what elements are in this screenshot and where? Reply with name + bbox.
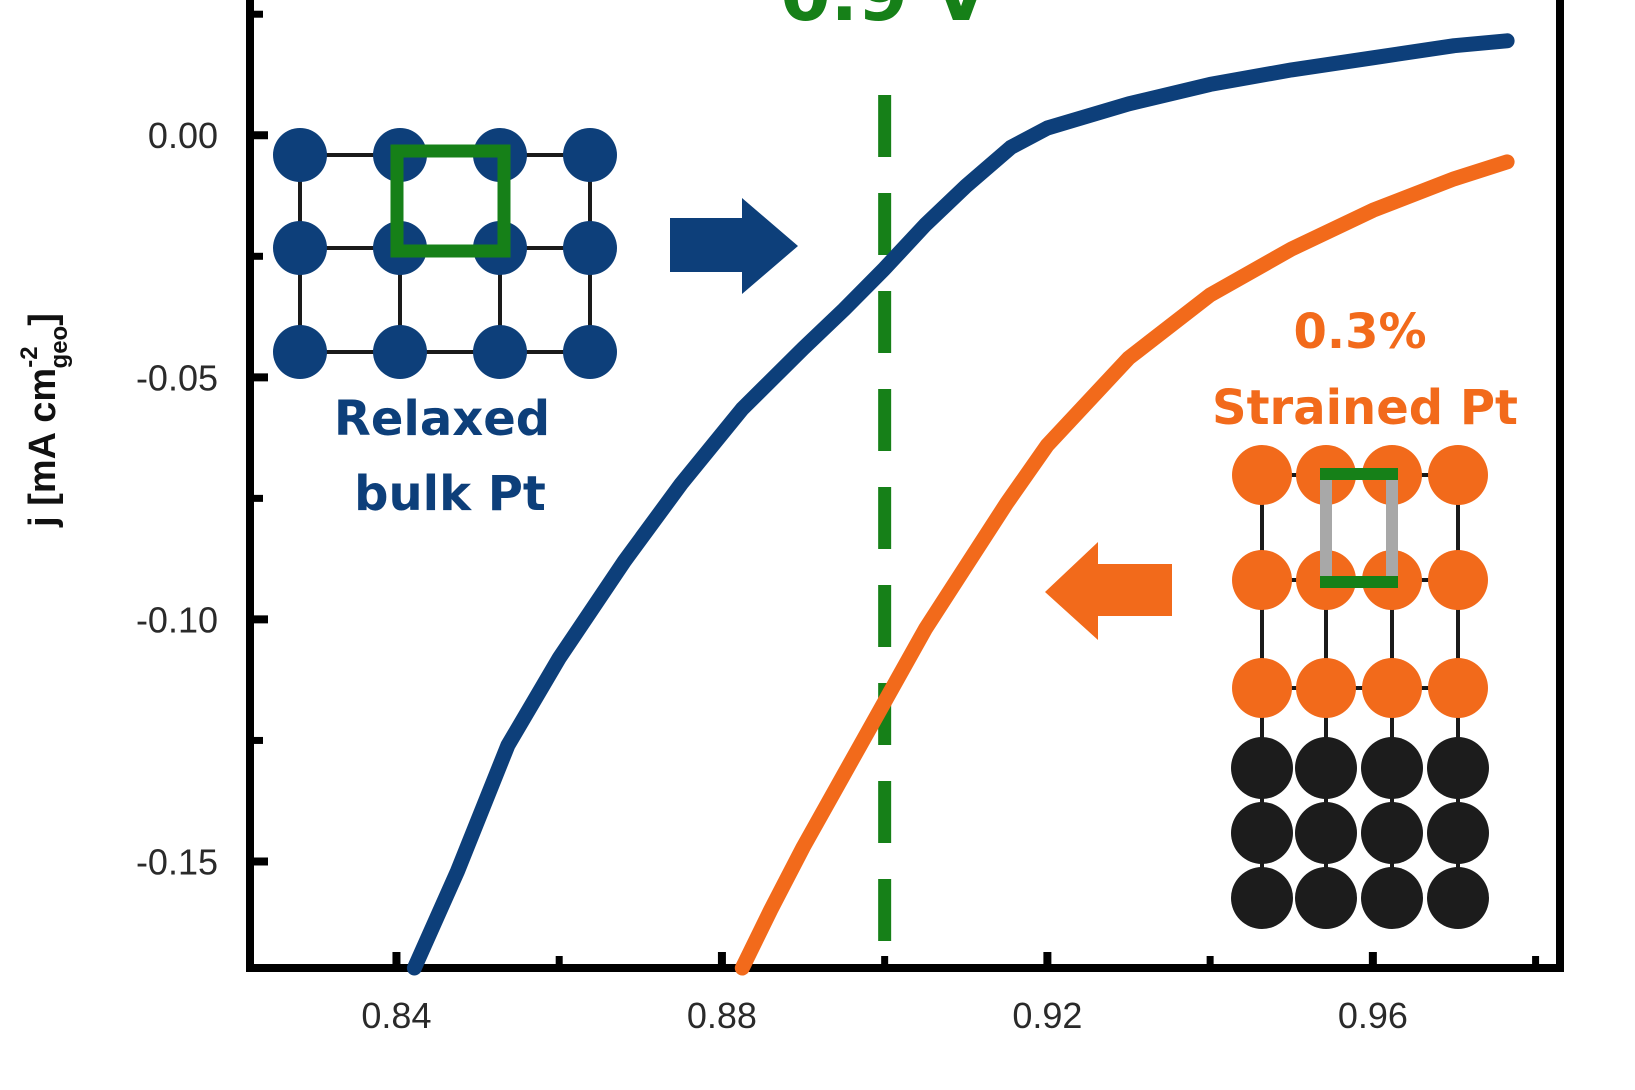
strained-label-line1: 0.3% [1293,304,1426,360]
series-line-relaxed-bulk-pt [406,33,1515,976]
y-axis-label-superscript: -2 [16,346,43,367]
relaxed-label-line1: Relaxed [334,391,550,447]
relaxed-label-line2: bulk Pt [354,466,546,522]
y-tick-label: -0.05 [136,357,218,398]
y-tick-label: -0.15 [136,841,218,882]
y-axis-label-subscript: geo [46,326,73,369]
reference-line: 0.9 V [780,0,989,960]
y-tick-label: 0.00 [148,115,218,156]
y-axis-label-main: j [mA cm [22,368,64,528]
x-tick-label: 0.84 [361,995,431,1036]
ticks: 0.84 0.88 0.92 0.96 0.00 -0.05 -0.10 -0.15 [136,10,1540,1036]
series-layer [406,33,1515,976]
y-axis-label: j [mA cm-2 geo] [16,313,73,528]
relaxed-pt-lattice-icon [273,128,617,379]
reference-line-label: 0.9 V [780,0,989,37]
axes [246,0,1564,972]
right-arrow-icon [670,198,798,294]
x-tick-label: 0.92 [1012,995,1082,1036]
series-line-strained-pt [734,154,1515,976]
strained-label-line2: Strained Pt [1212,380,1518,436]
x-tick-label: 0.88 [687,995,757,1036]
strained-pt-lattice-icon [1231,445,1489,929]
left-arrow-icon [1045,542,1172,640]
y-axis-label-close: ] [22,313,64,326]
x-tick-label: 0.96 [1338,995,1408,1036]
y-tick-label: -0.10 [136,599,218,640]
